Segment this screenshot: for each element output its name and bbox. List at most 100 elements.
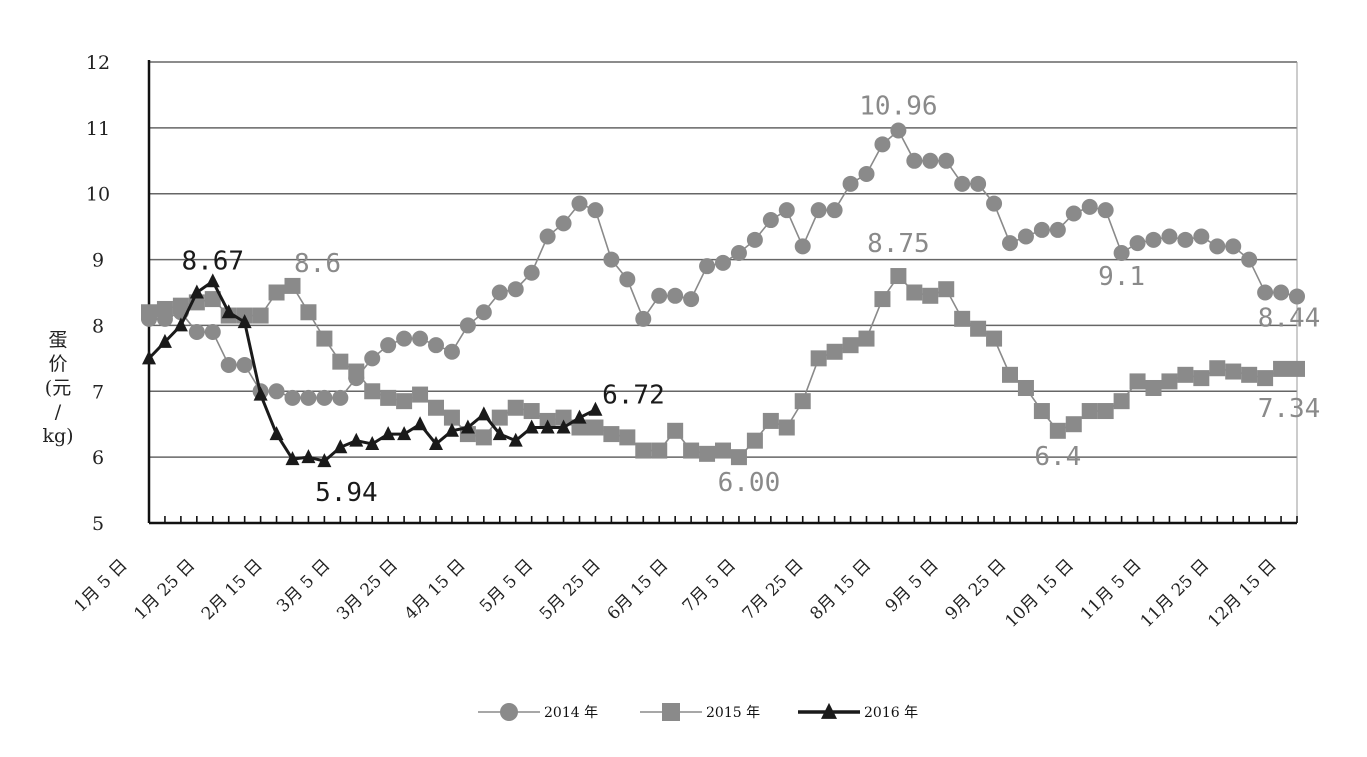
x-tick-label: 9月 5 日 xyxy=(882,555,943,616)
data-point-square xyxy=(970,320,987,337)
data-point-circle xyxy=(1241,251,1258,268)
data-label: 10.96 xyxy=(859,91,937,121)
data-point-square xyxy=(922,287,939,304)
data-point-square xyxy=(1177,366,1194,383)
data-point-square xyxy=(491,409,508,426)
data-point-square xyxy=(1241,366,1258,383)
legend-item-2014年: 2014 年 xyxy=(478,703,598,721)
x-tick-label: 5月 5 日 xyxy=(476,555,537,616)
data-point-circle xyxy=(475,304,492,321)
data-point-square xyxy=(699,445,716,462)
data-point-circle xyxy=(316,389,333,406)
data-point-circle xyxy=(507,281,524,298)
data-point-triangle xyxy=(460,419,475,434)
data-point-circle xyxy=(954,175,971,192)
data-point-triangle xyxy=(253,386,268,401)
data-point-circle xyxy=(204,324,221,341)
x-tick-label: 7月 25 日 xyxy=(739,555,808,624)
x-tick-label: 12月 15 日 xyxy=(1204,555,1280,631)
x-tick-label: 11月 5 日 xyxy=(1077,555,1146,624)
y-tick-label: 7 xyxy=(92,381,104,403)
y-tick-label: 10 xyxy=(86,184,110,206)
data-point-circle xyxy=(986,195,1003,212)
data-point-square xyxy=(667,422,684,439)
data-point-circle xyxy=(1129,235,1146,252)
data-point-square xyxy=(986,330,1003,347)
x-tick-label: 1月 5 日 xyxy=(70,555,131,616)
data-point-circle xyxy=(858,165,875,182)
data-label: 5.94 xyxy=(315,478,378,508)
data-point-triangle xyxy=(556,419,571,434)
data-point-triangle xyxy=(142,350,156,365)
data-point-square xyxy=(475,429,492,446)
data-point-square xyxy=(635,442,652,459)
data-point-square xyxy=(730,449,747,466)
data-point-circle xyxy=(236,356,253,373)
data-point-circle xyxy=(396,330,413,347)
data-point-circle xyxy=(651,287,668,304)
data-point-square xyxy=(443,409,460,426)
data-point-square xyxy=(778,419,795,436)
data-point-circle xyxy=(938,152,955,169)
data-point-square xyxy=(1193,370,1210,387)
legend: 2014 年 2015 年 2016 年 xyxy=(478,702,918,721)
legend-label: 2016 年 xyxy=(864,705,918,721)
y-axis-label: 蛋价(元/kg) xyxy=(42,329,73,447)
data-point-circle xyxy=(1033,221,1050,238)
data-point-circle xyxy=(571,195,588,212)
data-point-circle xyxy=(300,389,317,406)
y-tick-label: 12 xyxy=(86,52,110,74)
data-point-circle xyxy=(348,370,365,387)
data-point-square xyxy=(858,330,875,347)
data-point-circle xyxy=(635,310,652,327)
data-point-square xyxy=(762,412,779,429)
data-point-circle xyxy=(220,356,237,373)
legend-item-2016年: 2016 年 xyxy=(798,702,918,721)
data-point-circle xyxy=(1081,198,1098,215)
data-point-square xyxy=(826,343,843,360)
data-point-triangle xyxy=(237,314,252,329)
data-point-square xyxy=(300,304,317,321)
data-point-circle xyxy=(412,330,429,347)
data-point-circle xyxy=(1225,238,1242,255)
x-tick-label: 10月 15 日 xyxy=(1002,555,1078,631)
x-tick-label: 8月 15 日 xyxy=(806,555,875,624)
data-point-square xyxy=(683,442,700,459)
series-2016年 xyxy=(142,273,603,468)
data-point-square xyxy=(555,409,572,426)
data-point-triangle xyxy=(173,317,188,332)
data-point-circle xyxy=(922,152,939,169)
data-point-circle xyxy=(619,271,636,288)
data-point-square xyxy=(1113,393,1130,410)
data-point-circle xyxy=(778,202,795,219)
data-point-circle xyxy=(587,202,604,219)
data-point-circle xyxy=(970,175,987,192)
data-point-circle xyxy=(284,389,301,406)
data-point-circle xyxy=(555,215,572,232)
data-label: 9.1 xyxy=(1098,262,1145,292)
data-point-triangle xyxy=(572,409,587,424)
data-point-circle xyxy=(746,231,763,248)
data-point-square xyxy=(507,399,524,416)
data-point-square xyxy=(842,337,859,354)
series-group xyxy=(141,122,1305,468)
data-point-circle xyxy=(332,389,349,406)
data-point-square xyxy=(204,291,221,308)
data-point-circle xyxy=(364,350,381,367)
data-point-circle xyxy=(810,202,827,219)
data-point-triangle xyxy=(508,432,523,447)
data-point-circle xyxy=(730,244,747,261)
x-tick-label: 2月 15 日 xyxy=(198,555,267,624)
x-tick-label: 6月 15 日 xyxy=(604,555,673,624)
data-point-circle xyxy=(141,310,157,327)
data-point-triangle xyxy=(413,416,428,431)
data-point-circle xyxy=(762,212,779,229)
data-label: 6.72 xyxy=(602,381,665,411)
legend-item-2015年: 2015 年 xyxy=(640,703,760,721)
data-point-triangle xyxy=(301,449,316,464)
data-point-circle xyxy=(1257,284,1274,301)
data-point-circle xyxy=(1065,205,1082,222)
data-point-square xyxy=(1129,373,1146,390)
data-point-square xyxy=(268,284,285,301)
axes xyxy=(147,60,1298,525)
